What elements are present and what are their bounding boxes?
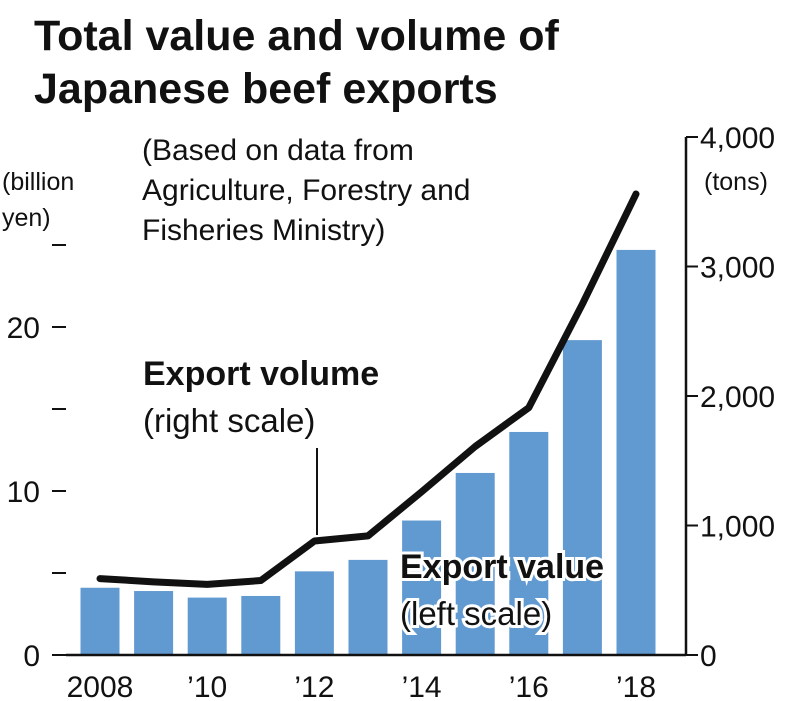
bar-2012 [294, 571, 334, 655]
right-tick-label: 2,000 [700, 381, 775, 414]
export-volume-note: (right scale) [143, 402, 315, 439]
x-tick-label: ’12 [294, 671, 334, 701]
x-tick-label: ’14 [402, 671, 442, 701]
x-tick-label: ’18 [616, 671, 656, 701]
bar-2015 [455, 472, 495, 655]
x-tick-label: 2008 [67, 671, 134, 701]
right-tick-label: 4,000 [700, 122, 775, 155]
chart-title-line-1: Total value and volume of [34, 12, 560, 60]
export-value-note: (left scale) [400, 595, 552, 632]
left-axis-unit-line-1: (billion [2, 168, 74, 196]
bar-2017 [562, 340, 602, 655]
left-tick-label: 20 [7, 312, 40, 345]
bar-2014 [402, 520, 442, 655]
bar-2010 [187, 597, 227, 655]
right-tick-label: 0 [700, 640, 717, 673]
export-value-label: Export value [400, 548, 604, 586]
source-line-1: (Based on data from [142, 134, 414, 167]
source-line-3: Fisheries Ministry) [142, 214, 385, 247]
bar-2018 [616, 249, 656, 656]
x-tick-label: ’16 [509, 671, 549, 701]
bar-2016 [509, 431, 549, 655]
right-axis-unit: (tons) [704, 168, 768, 196]
bar-2011 [241, 595, 281, 655]
bar-2008 [80, 587, 120, 655]
left-tick-label: 0 [23, 640, 40, 673]
right-tick-label: 1,000 [700, 511, 775, 544]
source-line-2: Agriculture, Forestry and [142, 174, 470, 207]
right-tick-label: 3,000 [700, 252, 775, 285]
bar-2009 [134, 591, 174, 655]
chart-title-line-2: Japanese beef exports [34, 65, 498, 113]
left-tick-label: 10 [7, 476, 40, 509]
export-volume-label: Export volume [143, 355, 379, 393]
bar-2013 [348, 559, 388, 655]
left-axis-unit-line-2: yen) [2, 204, 51, 232]
x-tick-label: ’10 [187, 671, 227, 701]
